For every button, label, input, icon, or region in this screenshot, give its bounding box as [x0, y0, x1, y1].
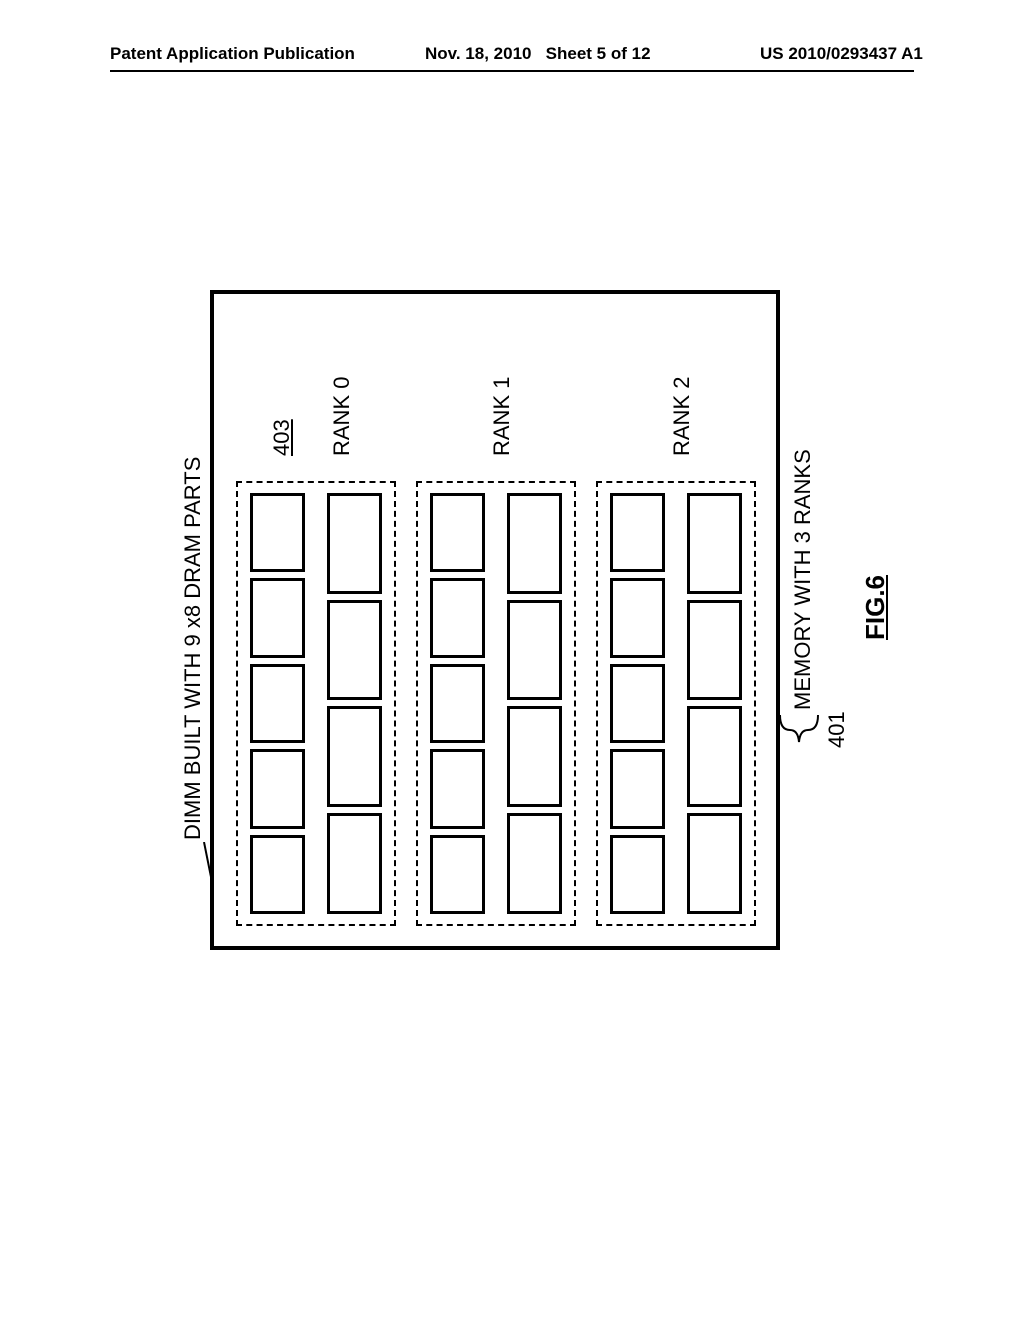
dram-chip	[250, 664, 305, 743]
rank-1-top-row	[430, 493, 485, 914]
header-date: Nov. 18, 2010	[425, 44, 531, 63]
header-sheet: Sheet 5 of 12	[546, 44, 651, 63]
rank-0-label: RANK 0	[329, 377, 355, 456]
rank-2-bottom-row	[687, 493, 742, 914]
dram-chip	[250, 578, 305, 657]
dram-chip	[610, 664, 665, 743]
dram-chip	[687, 493, 742, 594]
dram-chip	[250, 493, 305, 572]
patent-page: Patent Application Publication Nov. 18, …	[0, 0, 1024, 1320]
rank-1-box	[416, 481, 576, 926]
brace-icon	[778, 710, 820, 760]
dram-chip	[687, 813, 742, 914]
rank-1-bottom-row	[507, 493, 562, 914]
ref-403-label: 403	[269, 419, 295, 456]
header-date-sheet: Nov. 18, 2010 Sheet 5 of 12	[425, 44, 651, 64]
figure-6-diagram: DIMM BUILT WITH 9 x8 DRAM PARTS 402	[130, 230, 900, 1000]
rank-1-label: RANK 1	[489, 377, 515, 456]
header-pub-number: US 2010/0293437 A1	[760, 44, 923, 64]
figure-label: FIG.6	[860, 575, 891, 640]
dram-chip	[430, 493, 485, 572]
dram-chip	[507, 813, 562, 914]
ref-401-label: 401	[824, 711, 850, 748]
dram-chip	[430, 835, 485, 914]
dram-chip	[430, 664, 485, 743]
header-rule	[110, 70, 914, 72]
dram-chip	[327, 600, 382, 701]
rank-0-box: 402	[236, 481, 396, 926]
dram-chip	[687, 600, 742, 701]
dram-chip	[610, 493, 665, 572]
rank-0-bottom-row	[327, 493, 382, 914]
memory-caption: MEMORY WITH 3 RANKS	[790, 449, 816, 710]
dram-chip	[610, 578, 665, 657]
dram-chip	[327, 813, 382, 914]
rank-2-label: RANK 2	[669, 377, 695, 456]
dram-chip	[610, 835, 665, 914]
dram-chip	[507, 707, 562, 808]
dram-chip	[507, 493, 562, 594]
dram-chip	[687, 707, 742, 808]
rank-2-box	[596, 481, 756, 926]
dram-chip	[327, 707, 382, 808]
dram-chip	[430, 749, 485, 828]
dram-chip	[327, 493, 382, 594]
header-pub-label: Patent Application Publication	[110, 44, 355, 64]
diagram-rotated-group: DIMM BUILT WITH 9 x8 DRAM PARTS 402	[130, 230, 900, 1000]
dram-chip	[250, 835, 305, 914]
dram-chip	[610, 749, 665, 828]
rank-2-top-row	[610, 493, 665, 914]
rank-0-top-row	[250, 493, 305, 914]
dimm-title-label: DIMM BUILT WITH 9 x8 DRAM PARTS	[180, 457, 206, 840]
dram-chip	[430, 578, 485, 657]
memory-outer-box: 402	[210, 290, 780, 950]
dram-chip	[507, 600, 562, 701]
dram-chip	[250, 749, 305, 828]
